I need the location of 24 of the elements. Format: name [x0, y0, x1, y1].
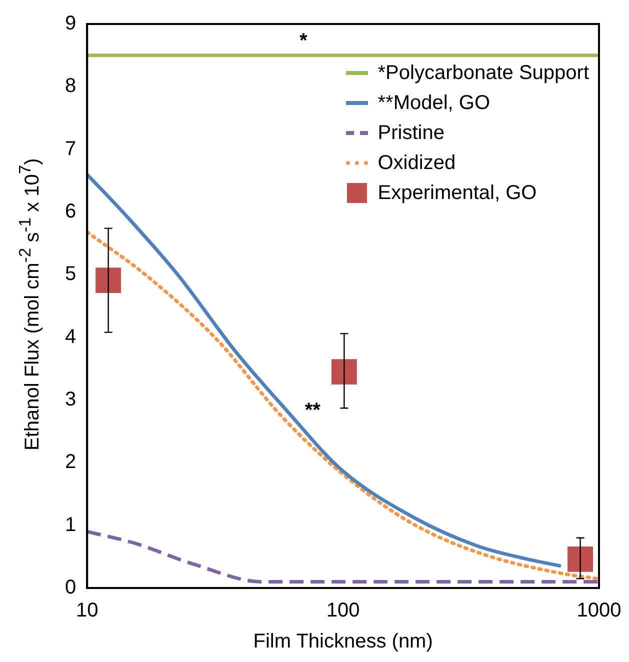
x-tick-label: 10 — [76, 600, 98, 622]
annotation: * — [300, 30, 308, 52]
y-tick-label: 3 — [65, 388, 76, 411]
x-axis-title: Film Thickness (nm) — [253, 630, 433, 653]
y-tick-label: 2 — [65, 451, 76, 474]
point — [96, 268, 122, 294]
y-tick-label: 8 — [65, 75, 76, 98]
x-tick-label: 100 — [326, 600, 360, 622]
annotation: ** — [304, 399, 321, 422]
legend-label: *Polycarbonate Support — [378, 62, 589, 84]
point — [568, 546, 594, 572]
y-tick-label: 1 — [65, 514, 76, 536]
y-tick-label: 4 — [65, 326, 76, 348]
legend-label: **Model, GO — [378, 92, 490, 114]
y-tick-label: 5 — [65, 263, 76, 286]
point — [331, 359, 357, 385]
y-tick-label: 6 — [65, 200, 76, 223]
y-tick-label: 9 — [65, 12, 76, 35]
x-tick-label: 1000 — [576, 600, 622, 622]
legend-label: Oxidized — [378, 152, 456, 174]
legend-label: Pristine — [378, 122, 444, 144]
y-tick-label: 7 — [65, 138, 76, 160]
y-tick-label: 0 — [65, 576, 76, 599]
legend-label: Experimental, GO — [378, 182, 537, 204]
